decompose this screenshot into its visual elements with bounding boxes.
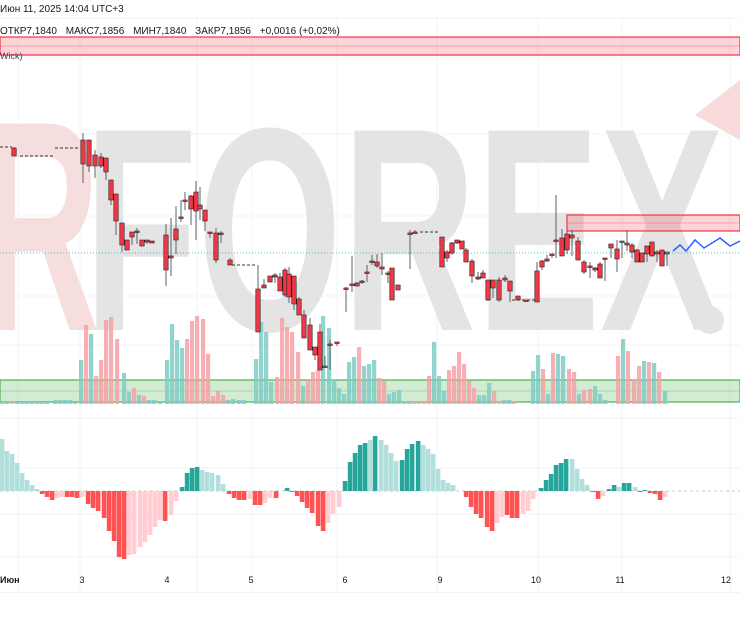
chart-datetime: Июн 11, 2025 14:04 UTC+3 xyxy=(0,4,124,15)
indicator-legend[interactable]: Wick) xyxy=(0,51,23,61)
time-axis-label: 4 xyxy=(164,575,170,585)
time-axis-label: 3 xyxy=(79,575,85,585)
time-axis-label: 6 xyxy=(342,575,348,585)
time-axis-label: 12 xyxy=(720,575,732,585)
time-axis-label: 10 xyxy=(530,575,542,585)
candlesticks xyxy=(0,133,670,371)
ohlc-close: ЗАКР7,1856 xyxy=(195,26,251,37)
ohlc-legend: ОТКР7,1840 МАКС7,1856 МИН7,1840 ЗАКР7,18… xyxy=(0,26,346,37)
resistance-zone-mid xyxy=(566,214,740,232)
forecast-projection-line xyxy=(672,237,740,253)
ohlc-low: МИН7,1840 xyxy=(133,26,187,37)
ohlc-high: МАКС7,1856 xyxy=(65,26,125,37)
volume-bars xyxy=(0,316,668,404)
time-axis-label: 5 xyxy=(248,575,254,585)
time-axis-label: 9 xyxy=(437,575,443,585)
svg-text:R: R xyxy=(0,58,100,394)
ohlc-open: ОТКР7,1840 xyxy=(0,26,57,37)
time-axis-label: Июн xyxy=(0,575,20,585)
resistance-zone-top xyxy=(0,36,740,56)
histogram-oscillator xyxy=(0,436,668,559)
ohlc-change: +0,0016 (+0,02%) xyxy=(259,26,340,37)
time-axis-label: 11 xyxy=(615,575,625,585)
time-axis-footer xyxy=(0,592,740,621)
